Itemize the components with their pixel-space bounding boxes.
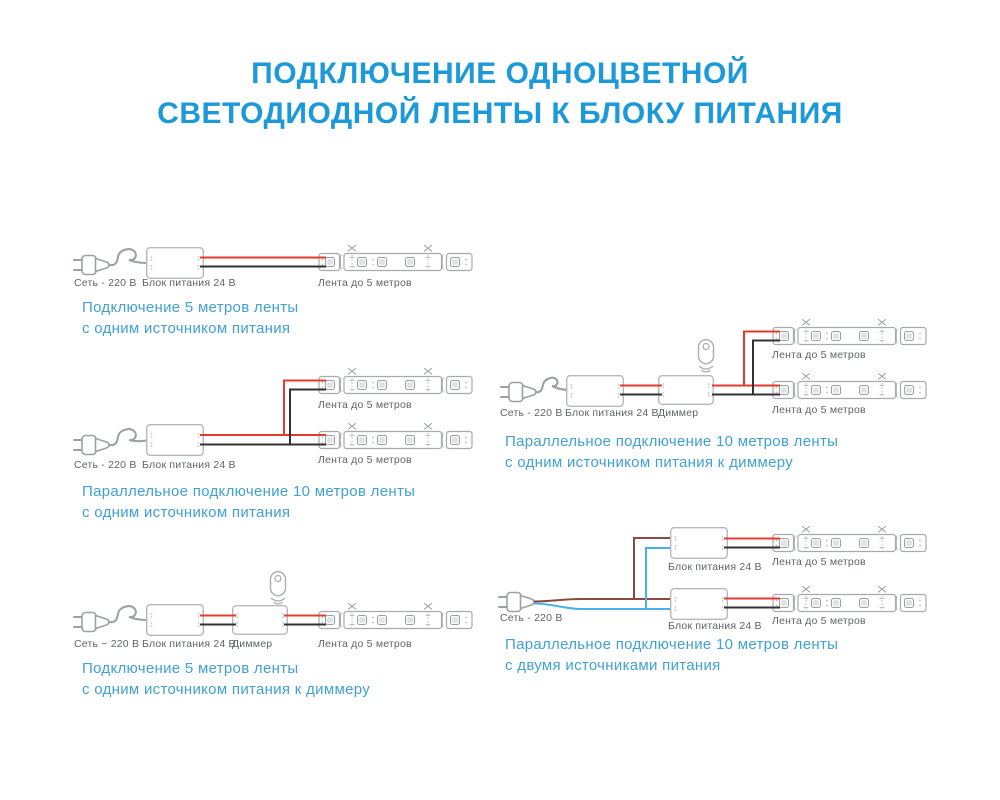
psu-label: Блок питания 24 В xyxy=(142,277,236,289)
led-strip-icon xyxy=(318,422,473,450)
strip-top-label: Лента до 5 метров xyxy=(772,349,866,361)
led-strip-icon xyxy=(318,367,473,395)
diagram-parallel-10m-two-psu xyxy=(498,525,927,620)
plug-icon xyxy=(500,381,537,403)
mains-label: Сеть ~ 220 В xyxy=(74,638,140,650)
wire-positive-branch xyxy=(743,330,780,386)
diagram-single-5m-one-psu xyxy=(73,244,473,279)
caption-line1: Подключение 5 метров ленты xyxy=(82,299,299,316)
mains-label: Сеть - 220 В xyxy=(500,612,563,624)
wire-negative-branch xyxy=(289,388,326,445)
diagram-caption: Параллельное подключение 10 метров ленты… xyxy=(505,431,838,473)
power-supply-icon xyxy=(146,604,204,636)
diagram-caption: Параллельное подключение 10 метров ленты… xyxy=(505,634,838,676)
caption-line2: с одним источником питания к диммеру xyxy=(82,681,370,698)
diagram-parallel-10m-one-psu-dimmer xyxy=(500,318,927,407)
power-supply-icon xyxy=(670,588,728,620)
strip-label: Лента до 5 метров xyxy=(318,638,412,650)
led-strip-icon xyxy=(772,585,927,613)
caption-line1: Подключение 5 метров ленты xyxy=(82,660,299,677)
caption-line2: с одним источником питания xyxy=(82,504,291,521)
dimmer-label: Диммер xyxy=(232,638,273,650)
dimmer-label: Диммер xyxy=(658,407,699,419)
psu-label: Блок питания 24 В xyxy=(142,638,236,650)
power-supply-icon xyxy=(146,247,204,279)
mains-label: Сеть - 220 В xyxy=(500,407,563,419)
led-strip-icon xyxy=(772,525,927,553)
mains-label: Сеть - 220 В xyxy=(74,459,137,471)
led-strip-icon xyxy=(318,244,473,272)
psu-label: Блок питания 24 В xyxy=(565,407,659,419)
diagram-parallel-10m-one-psu xyxy=(73,367,473,456)
dimmer-icon xyxy=(232,605,288,635)
diagram-caption: Подключение 5 метров ленты с одним источ… xyxy=(82,297,298,339)
plug-icon xyxy=(498,591,535,613)
caption-line2: с двумя источниками питания xyxy=(505,657,721,674)
led-strip-icon xyxy=(318,602,473,630)
power-supply-icon xyxy=(670,527,728,559)
caption-line2: с одним источником питания xyxy=(82,320,291,337)
plug-icon xyxy=(73,611,110,633)
mains-cable xyxy=(534,376,572,394)
wire-negative-branch xyxy=(752,339,780,395)
caption-line1: Параллельное подключение 10 метров ленты xyxy=(505,636,839,653)
caption-line2: с одним источником питания к диммеру xyxy=(505,454,793,471)
psu-top-label: Блок питания 24 В xyxy=(668,561,762,573)
mains-cable xyxy=(107,428,152,447)
plug-icon xyxy=(73,254,110,276)
page-title-line2: СВЕТОДИОДНОЙ ЛЕНТЫ К БЛОКУ ПИТАНИЯ xyxy=(157,97,843,130)
mains-cable xyxy=(107,605,152,624)
wire-neutral-blue xyxy=(533,602,674,610)
caption-line1: Параллельное подключение 10 метров ленты xyxy=(82,483,416,500)
psu-bottom-label: Блок питания 24 В xyxy=(668,620,762,632)
page-title-line1: ПОДКЛЮЧЕНИЕ ОДНОЦВЕТНОЙ xyxy=(251,57,749,90)
wire-positive-branch xyxy=(283,379,326,435)
remote-icon xyxy=(269,571,287,605)
page-title: ПОДКЛЮЧЕНИЕ ОДНОЦВЕТНОЙ СВЕТОДИОДНОЙ ЛЕН… xyxy=(0,54,1000,134)
strip-bottom-label: Лента до 5 метров xyxy=(318,454,412,466)
diagram-caption: Параллельное подключение 10 метров ленты… xyxy=(82,481,415,523)
strip-bottom-label: Лента до 5 метров xyxy=(772,615,866,627)
power-supply-icon xyxy=(566,375,624,407)
mains-cable xyxy=(107,248,152,267)
wire-line-brown-branch xyxy=(633,537,674,599)
remote-icon xyxy=(697,339,715,373)
strip-top-label: Лента до 5 метров xyxy=(772,556,866,568)
wire-neutral-blue-branch xyxy=(645,547,674,609)
mains-label: Сеть - 220 В xyxy=(74,277,137,289)
psu-label: Блок питания 24 В xyxy=(142,459,236,471)
strip-bottom-label: Лента до 5 метров xyxy=(772,404,866,416)
power-supply-icon xyxy=(146,424,204,456)
strip-label: Лента до 5 метров xyxy=(318,277,412,289)
diagram-single-5m-one-psu-dimmer xyxy=(73,571,473,636)
dimmer-icon xyxy=(658,375,714,405)
led-strip-icon xyxy=(772,318,927,346)
diagram-caption: Подключение 5 метров ленты с одним источ… xyxy=(82,658,370,700)
led-strip-icon xyxy=(772,372,927,400)
plug-icon xyxy=(73,434,110,456)
wire-line-brown xyxy=(533,598,674,603)
caption-line1: Параллельное подключение 10 метров ленты xyxy=(505,433,839,450)
strip-top-label: Лента до 5 метров xyxy=(318,399,412,411)
